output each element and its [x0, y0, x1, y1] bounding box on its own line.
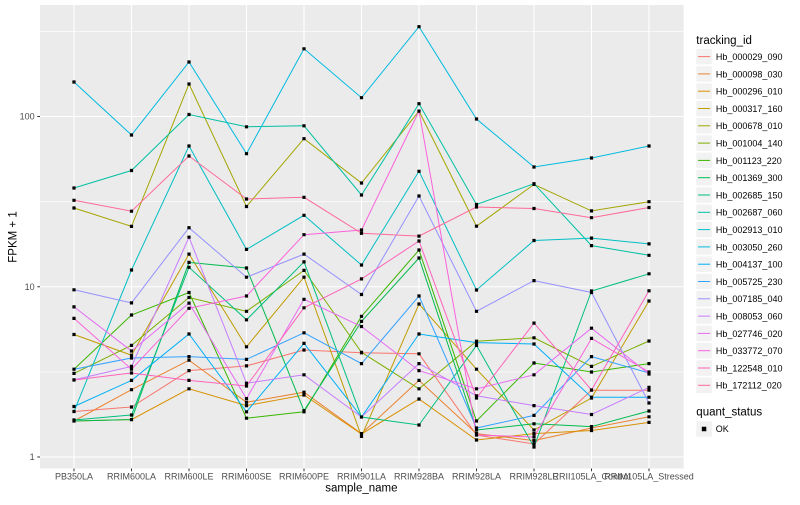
svg-text:Hb_002913_010: Hb_002913_010: [716, 225, 783, 235]
svg-text:Hb_001369_300: Hb_001369_300: [716, 173, 783, 183]
svg-text:sample_name: sample_name: [325, 483, 397, 495]
svg-text:Hb_002685_150: Hb_002685_150: [716, 190, 783, 200]
svg-text:PB350LA: PB350LA: [55, 472, 93, 482]
svg-text:FPKM + 1: FPKM + 1: [7, 211, 19, 262]
svg-text:10: 10: [25, 282, 35, 292]
svg-text:RRIM600LA: RRIM600LA: [107, 472, 156, 482]
svg-text:Hb_003050_260: Hb_003050_260: [716, 242, 783, 252]
svg-text:Hb_007185_040: Hb_007185_040: [716, 294, 783, 304]
svg-text:100: 100: [20, 112, 35, 122]
svg-text:tracking_id: tracking_id: [696, 35, 752, 47]
svg-text:Hb_005725_230: Hb_005725_230: [716, 277, 783, 287]
svg-text:RRIM600PE: RRIM600PE: [279, 472, 329, 482]
svg-text:Hb_122548_010: Hb_122548_010: [716, 363, 783, 373]
svg-text:Hb_008053_060: Hb_008053_060: [716, 312, 783, 322]
svg-text:OK: OK: [716, 424, 729, 434]
svg-text:RRII105LA_Control: RRII105LA_Control: [552, 472, 630, 482]
svg-text:Hb_001123_220: Hb_001123_220: [716, 156, 782, 166]
svg-text:Hb_027746_020: Hb_027746_020: [716, 329, 783, 339]
svg-text:Hb_002687_060: Hb_002687_060: [716, 208, 783, 218]
svg-text:RRIM600LE: RRIM600LE: [164, 472, 213, 482]
svg-text:RRIM600SE: RRIM600SE: [221, 472, 271, 482]
svg-text:RRIM928LE: RRIM928LE: [509, 472, 558, 482]
svg-text:Hb_000029_090: Hb_000029_090: [716, 52, 783, 62]
svg-text:Hb_000098_030: Hb_000098_030: [716, 69, 783, 79]
svg-text:RRIM105LA_Stressed: RRIM105LA_Stressed: [604, 472, 694, 482]
svg-text:Hb_033772_070: Hb_033772_070: [716, 346, 783, 356]
svg-text:Hb_000317_160: Hb_000317_160: [716, 104, 783, 114]
svg-text:Hb_000296_010: Hb_000296_010: [716, 87, 783, 97]
svg-text:Hb_001004_140: Hb_001004_140: [716, 139, 783, 149]
svg-text:Hb_172112_020: Hb_172112_020: [716, 381, 782, 391]
svg-text:RRIM928LA: RRIM928LA: [452, 472, 501, 482]
svg-text:1: 1: [30, 452, 35, 462]
svg-text:Hb_000678_010: Hb_000678_010: [716, 121, 783, 131]
svg-text:quant_status: quant_status: [696, 406, 762, 418]
svg-text:RRIM901LA: RRIM901LA: [337, 472, 386, 482]
svg-text:Hb_004137_100: Hb_004137_100: [716, 260, 783, 270]
svg-text:RRIM928BA: RRIM928BA: [394, 472, 444, 482]
